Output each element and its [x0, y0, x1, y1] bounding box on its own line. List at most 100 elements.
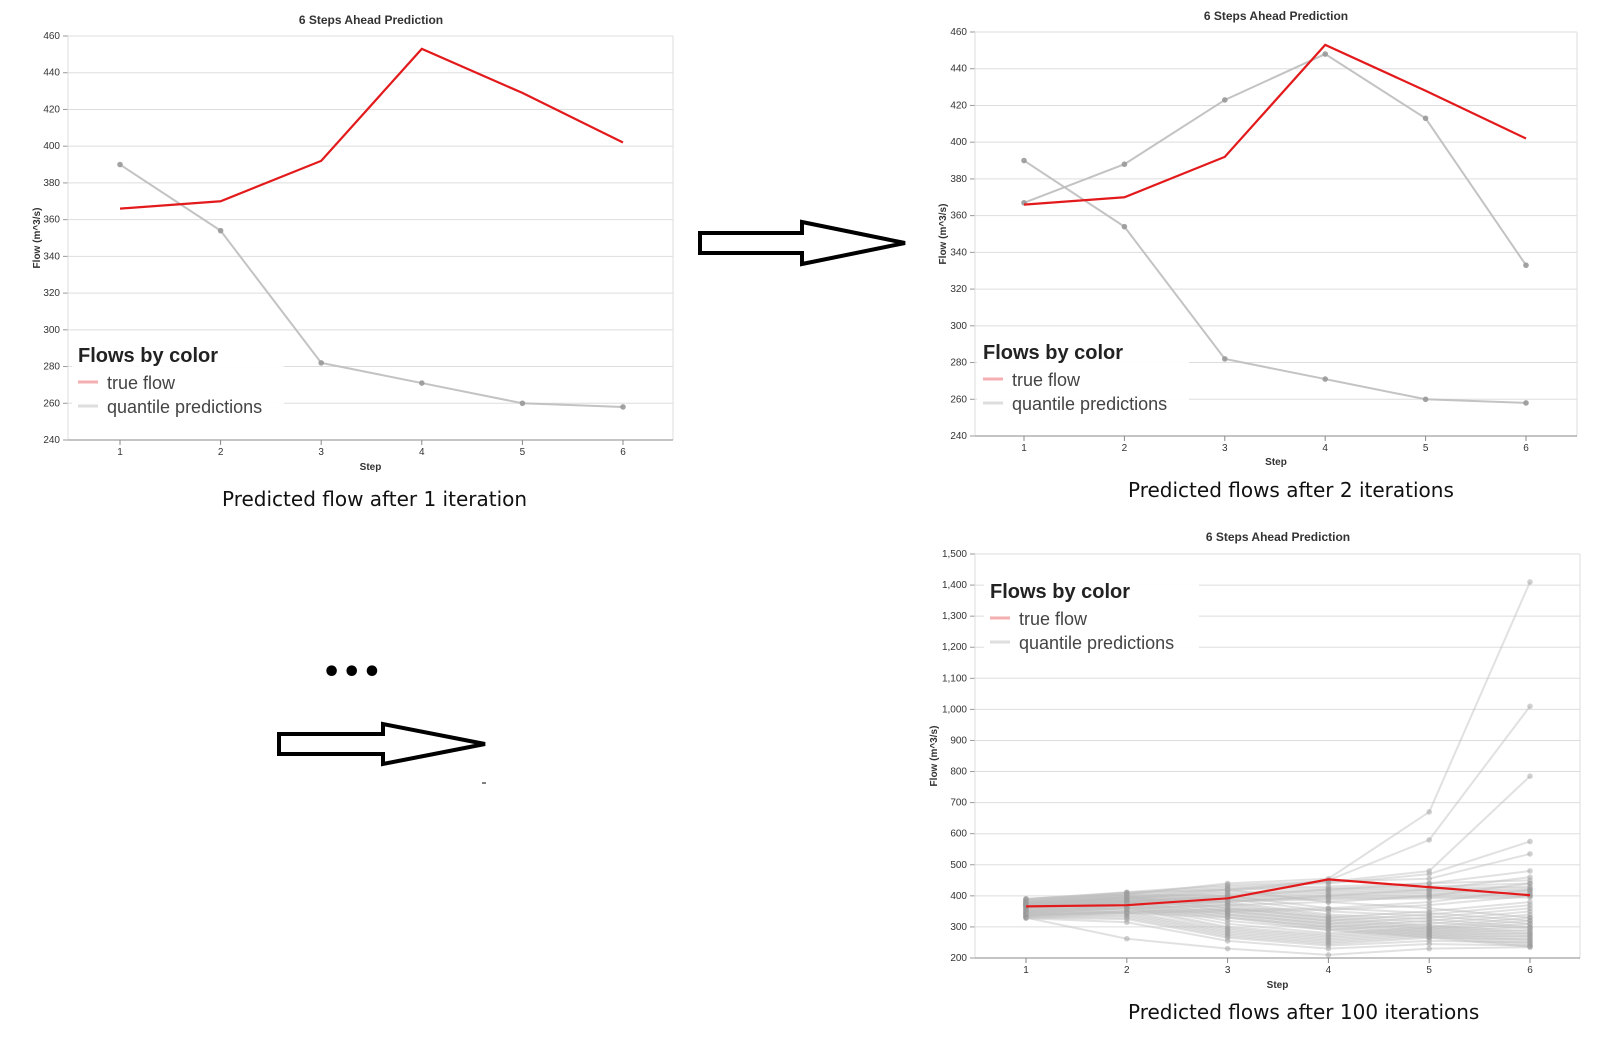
prediction-point	[1023, 914, 1029, 920]
prediction-point	[1023, 900, 1029, 907]
prediction-line-40	[1025, 879, 1531, 900]
prediction-point	[1224, 896, 1231, 902]
prediction-point	[1124, 897, 1130, 903]
prediction-point	[1023, 896, 1029, 902]
prediction-point	[1124, 910, 1130, 916]
prediction-point	[318, 360, 325, 366]
prediction-line-43	[1025, 887, 1531, 904]
prediction-point	[1527, 891, 1533, 898]
legend-entry: true flow	[1019, 609, 1088, 629]
prediction-point	[1023, 910, 1029, 916]
prediction-point	[1124, 894, 1130, 901]
prediction-point	[1023, 914, 1029, 921]
prediction-line-22	[1025, 915, 1531, 946]
y-tick-label: 380	[43, 178, 60, 189]
x-tick-label: 4	[1322, 443, 1328, 454]
prediction-point	[1426, 911, 1432, 918]
prediction-point	[1325, 925, 1332, 932]
x-tick-label: 3	[318, 447, 324, 458]
x-tick-label: 5	[520, 447, 526, 458]
prediction-point	[1527, 921, 1533, 927]
prediction-point	[1124, 894, 1130, 901]
prediction-point	[1224, 893, 1231, 899]
prediction-point	[1527, 899, 1533, 905]
prediction-line-16	[1025, 905, 1531, 936]
prediction-point	[1023, 899, 1029, 905]
y-tick-label: 500	[950, 860, 967, 871]
prediction-point	[1325, 911, 1332, 918]
prediction-point	[1124, 894, 1130, 901]
prediction-point	[1124, 910, 1130, 916]
legend-box	[984, 573, 1199, 665]
prediction-line-0	[1023, 159, 1527, 404]
prediction-point	[1527, 880, 1533, 887]
prediction-point	[1023, 907, 1029, 913]
prediction-point	[1426, 928, 1432, 935]
prediction-point	[1124, 896, 1130, 902]
prediction-point	[1224, 905, 1231, 912]
prediction-point	[1325, 905, 1332, 912]
prediction-point	[1325, 894, 1332, 901]
prediction-line-35	[1025, 905, 1531, 941]
prediction-point	[1023, 907, 1029, 913]
prediction-point	[1527, 886, 1533, 893]
prediction-line-26	[1025, 888, 1531, 919]
legend-title: Flows by color	[983, 342, 1123, 364]
prediction-point	[1023, 896, 1029, 902]
prediction-point	[1325, 907, 1332, 913]
legend-box	[977, 334, 1189, 424]
prediction-point	[1527, 921, 1533, 927]
prediction-line-17	[1025, 907, 1531, 938]
legend-entry: quantile predictions	[107, 397, 262, 417]
y-tick-label: 1,500	[942, 549, 967, 560]
true-flow-line	[1023, 43, 1527, 206]
prediction-point	[1124, 908, 1130, 915]
prediction-line-37	[1025, 908, 1531, 945]
prediction-point	[1023, 902, 1029, 908]
x-tick-label: 5	[1426, 965, 1432, 976]
x-tick-label: 1	[1023, 965, 1029, 976]
prediction-point	[1523, 400, 1529, 406]
prediction-line-0	[1025, 581, 1531, 904]
prediction-point	[1124, 900, 1130, 907]
prediction-point	[620, 404, 626, 410]
prediction-line-30	[1025, 897, 1531, 930]
y-tick-label: 360	[43, 215, 60, 226]
prediction-point	[1325, 935, 1332, 941]
prediction-point	[1023, 900, 1029, 907]
prediction-point	[1325, 883, 1332, 890]
prediction-point	[1527, 936, 1533, 943]
prediction-point	[1124, 899, 1130, 905]
prediction-point	[1527, 944, 1533, 950]
prediction-point	[1023, 907, 1029, 914]
prediction-point	[1124, 905, 1130, 912]
prediction-line-31	[1025, 899, 1531, 933]
prediction-point	[1023, 913, 1029, 919]
prediction-point	[1224, 905, 1231, 912]
y-tick-label: 440	[43, 68, 60, 79]
prediction-point	[1023, 909, 1029, 915]
prediction-point	[1527, 914, 1533, 921]
prediction-point	[1527, 925, 1533, 932]
prediction-point	[1023, 910, 1029, 916]
caption-2-iterations: Predicted flows after 2 iterations	[1128, 478, 1454, 502]
prediction-point	[1426, 809, 1432, 815]
prediction-point	[1224, 933, 1231, 940]
prediction-point	[1023, 897, 1029, 904]
prediction-point	[1023, 912, 1029, 919]
y-tick-label: 280	[950, 358, 967, 369]
prediction-point	[1325, 952, 1332, 958]
prediction-point	[1527, 932, 1533, 939]
legend-title: Flows by color	[78, 345, 218, 367]
prediction-point	[1527, 917, 1533, 924]
y-tick-label: 460	[43, 31, 60, 42]
prediction-point	[1426, 886, 1432, 893]
prediction-point	[1426, 935, 1432, 941]
prediction-point	[1023, 911, 1029, 918]
y-tick-label: 800	[950, 767, 967, 778]
prediction-point	[1426, 886, 1432, 893]
prediction-line-15	[1025, 904, 1531, 935]
caption-100-iterations: Predicted flows after 100 iterations	[1128, 1000, 1480, 1024]
prediction-point	[1124, 893, 1130, 899]
prediction-line-45	[1025, 890, 1531, 905]
